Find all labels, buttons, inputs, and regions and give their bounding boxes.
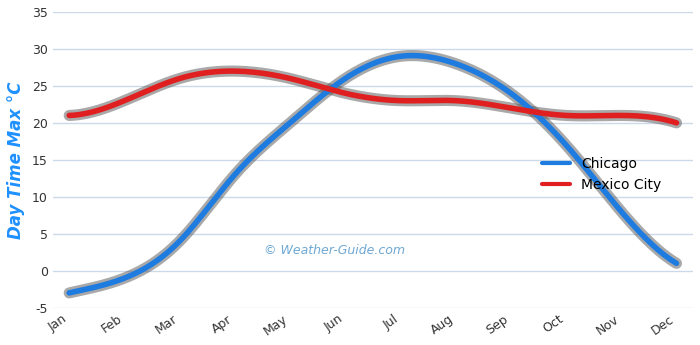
Mexico City (426, 98, 435, 102)
Mexico City (228, 69, 236, 73)
Line: Mexico City: Mexico City (69, 71, 676, 123)
Mexico City (65, 114, 74, 118)
Chicago (426, 55, 435, 59)
Chicago (439, 58, 447, 62)
Chicago (408, 53, 416, 58)
Legend: Chicago, Mexico City: Chicago, Mexico City (537, 151, 667, 198)
Chicago (428, 56, 437, 60)
Mexico City (617, 114, 626, 118)
Mexico City (67, 113, 76, 117)
Chicago (672, 261, 680, 265)
Text: © Weather-Guide.com: © Weather-Guide.com (264, 245, 405, 257)
Line: Chicago: Chicago (69, 56, 676, 293)
Mexico City (439, 98, 447, 102)
Chicago (617, 210, 626, 214)
Mexico City (672, 121, 680, 125)
Chicago (579, 163, 587, 167)
Chicago (65, 291, 74, 295)
Mexico City (428, 98, 437, 102)
Mexico City (579, 114, 587, 118)
Y-axis label: Day Time Max °C: Day Time Max °C (7, 81, 25, 239)
Chicago (67, 290, 76, 295)
